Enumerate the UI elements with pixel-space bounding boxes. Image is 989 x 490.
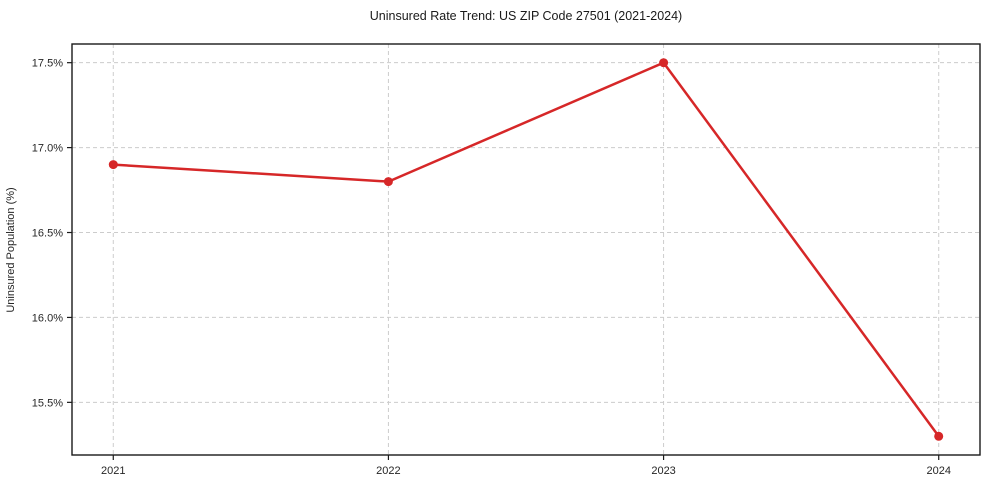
data-point	[934, 431, 944, 441]
y-axis-label: Uninsured Population (%)	[5, 187, 17, 312]
y-tick-labels: 15.5% 16.0% 16.5% 17.0% 17.5%	[32, 58, 63, 410]
data-point	[659, 58, 669, 68]
x-tick-label: 2023	[651, 465, 675, 477]
data-point	[383, 177, 393, 187]
y-tick-label: 17.0%	[32, 143, 63, 155]
y-tick-label: 16.0%	[32, 312, 63, 324]
y-tick-label: 16.5%	[32, 228, 63, 240]
data-point	[108, 160, 118, 170]
chart-title: Uninsured Rate Trend: US ZIP Code 27501 …	[370, 9, 682, 23]
y-tick-label: 15.5%	[32, 397, 63, 409]
gridlines	[72, 44, 980, 455]
x-tick-labels: 2021 2022 2023 2024	[101, 465, 951, 477]
data-point-markers	[108, 58, 944, 441]
trend-line	[112, 61, 940, 438]
y-tick-label: 17.5%	[32, 58, 63, 70]
x-tick-label: 2024	[926, 465, 950, 477]
axis-tick-marks	[67, 62, 940, 460]
plot-border	[71, 43, 981, 456]
x-tick-label: 2022	[376, 465, 400, 477]
x-tick-label: 2021	[101, 465, 125, 477]
